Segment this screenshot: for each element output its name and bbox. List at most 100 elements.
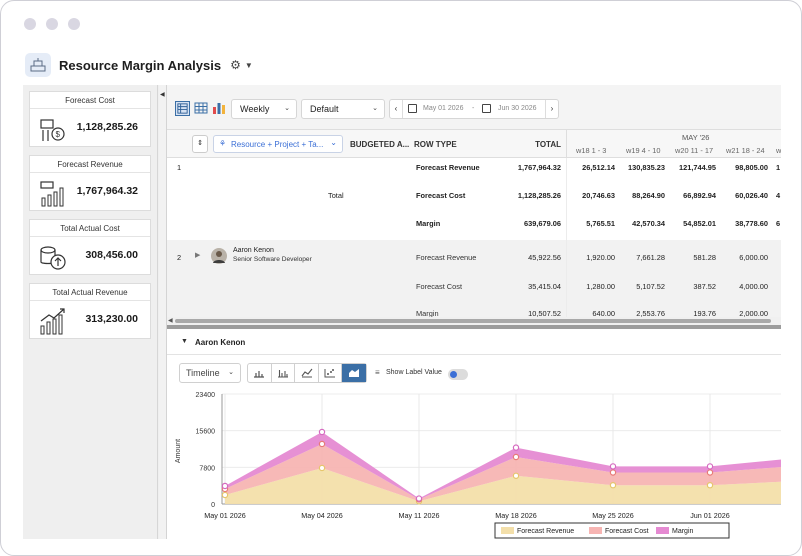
collapse-icon[interactable]: ▼ (181, 338, 188, 345)
col-week[interactable]: w18 1 - 3 (576, 146, 607, 155)
expand-row-icon[interactable]: ▶ (195, 252, 201, 259)
panel-collapse-toggle[interactable]: ◀ (159, 85, 167, 539)
calendar-icon[interactable] (408, 104, 417, 113)
chart-view-icon[interactable] (212, 101, 226, 115)
col-row-type[interactable]: ROW TYPE (414, 140, 457, 149)
data-point (609, 481, 617, 489)
app-icon (25, 53, 51, 77)
col-budgeted[interactable]: BUDGETED A... (350, 140, 410, 149)
row-label: Total (328, 191, 344, 200)
col-week[interactable]: w (776, 146, 781, 155)
chevron-left-icon[interactable]: ◀ (160, 92, 165, 98)
legend-label: Margin (672, 528, 694, 535)
kpi-title: Total Actual Revenue (30, 284, 150, 301)
area-chart-button[interactable] (342, 364, 367, 382)
column-divider (566, 130, 567, 158)
x-tick-label: May 25 2026 (592, 511, 634, 520)
chevron-down-icon[interactable]: ▼ (244, 60, 253, 70)
grid-toolbar: Weekly ⌄ Default ⌄ ‹ May 01 2026 - Jun 30 … (167, 85, 781, 129)
cell-week: 42,570.34 (632, 219, 665, 228)
table-row[interactable]: 2 ▶ Aaron Kenon Senior Software Develope… (167, 240, 781, 322)
bar-chart-button[interactable] (248, 364, 272, 382)
cell-week: 5,765.51 (586, 219, 615, 228)
group-by-select[interactable]: ⚘ Resource + Project + Ta... ⌄ (213, 135, 343, 153)
kpi-card-total-actual-cost: Total Actual Cost 308,456.00 (29, 219, 151, 275)
view-select[interactable]: Default ⌄ (301, 99, 385, 119)
show-label-toggle[interactable] (448, 369, 468, 380)
legend-swatch (589, 527, 602, 534)
row-type: Forecast Revenue (416, 163, 480, 172)
column-chart-button[interactable] (272, 364, 296, 382)
resource-name[interactable]: Aaron Kenon (233, 247, 274, 254)
cell-week: 1,280.00 (586, 282, 615, 291)
scatter-chart-icon (324, 369, 336, 378)
col-week[interactable]: w21 18 - 24 (726, 146, 765, 155)
row-type: Forecast Cost (416, 191, 466, 200)
date-range-picker[interactable]: ‹ May 01 2026 - Jun 30 2026 › (389, 99, 559, 119)
date-from[interactable]: May 01 2026 (423, 105, 464, 112)
col-week[interactable]: w20 11 - 17 (675, 146, 714, 155)
data-grid: ⇕ ⚘ Resource + Project + Ta... ⌄ BUDGETE… (167, 129, 781, 325)
main-content: Weekly ⌄ Default ⌄ ‹ May 01 2026 - Jun 30 … (167, 85, 781, 539)
window-dot[interactable] (68, 18, 80, 30)
calendar-icon[interactable] (482, 104, 491, 113)
data-point (221, 482, 229, 490)
month-header: MAY '26 (682, 133, 710, 142)
cell-total: 1,767,964.32 (517, 163, 561, 172)
cell-week: 2,000.00 (739, 309, 768, 318)
grid-view-icon[interactable] (175, 101, 190, 116)
x-tick-label: Jun 01 2026 (690, 511, 730, 520)
area-chart-icon (349, 369, 360, 377)
table-row[interactable]: 1 Total Forecast Revenue 1,767,964.32 26… (167, 158, 781, 240)
chevron-down-icon: ⌄ (228, 369, 234, 376)
cell-total: 45,922.56 (528, 253, 561, 262)
splitter[interactable] (167, 325, 781, 329)
cell-week: 54,852.01 (683, 219, 716, 228)
x-tick-label: May 18 2026 (495, 511, 537, 520)
scatter-chart-button[interactable] (319, 364, 343, 382)
kpi-value: 1,767,964.32 (76, 185, 138, 197)
column-chart-icon (277, 370, 288, 378)
svg-text:$: $ (56, 130, 61, 139)
col-total[interactable]: TOTAL (535, 140, 561, 149)
legend-swatch (501, 527, 514, 534)
cell-week: 6,000.00 (739, 253, 768, 262)
y-axis-label: Amount (175, 439, 182, 463)
expand-collapse-icon[interactable]: ⇕ (192, 135, 208, 153)
cell-week: 7,661.28 (636, 253, 665, 262)
next-range-button[interactable]: › (545, 100, 558, 118)
table-view-icon[interactable] (194, 101, 208, 115)
cell-week: 6 (776, 219, 781, 228)
gear-icon[interactable]: ⚙ (230, 58, 241, 72)
cell-total: 639,679.06 (524, 219, 561, 228)
group-by-value: Resource + Project + Ta... (231, 140, 324, 149)
kpi-card-total-actual-revenue: Total Actual Revenue 313,230.00 (29, 283, 151, 339)
kpi-title: Total Actual Cost (30, 220, 150, 237)
period-select[interactable]: Weekly ⌄ (231, 99, 297, 119)
window-dot[interactable] (24, 18, 36, 30)
title-bar: Resource Margin Analysis ⚙ ▼ (25, 51, 253, 79)
date-to[interactable]: Jun 30 2026 (498, 105, 537, 112)
horizontal-scrollbar[interactable]: ◀ (167, 317, 781, 325)
col-week[interactable]: w19 4 - 10 (626, 146, 661, 155)
legend (494, 522, 730, 539)
toggle-knob[interactable] (450, 371, 457, 378)
cell-week: 1,920.00 (586, 253, 615, 262)
cost-icon: $ (40, 119, 65, 141)
cell-total: 1,128,285.26 (517, 191, 561, 200)
scroll-left-icon[interactable]: ◀ (168, 318, 173, 324)
kpi-title: Forecast Cost (30, 92, 150, 109)
window-dot[interactable] (46, 18, 58, 30)
line-chart-button[interactable] (295, 364, 319, 382)
scrollbar-thumb[interactable] (175, 319, 771, 323)
prev-range-button[interactable]: ‹ (390, 100, 403, 118)
cell-week: 60,026.40 (735, 191, 768, 200)
chart-view-select[interactable]: Timeline ⌄ (179, 363, 241, 383)
cell-week: 5,107.52 (636, 282, 665, 291)
bar-chart-icon (254, 371, 265, 378)
detail-title: Aaron Kenon (195, 338, 246, 347)
cell-week: 121,744.95 (679, 163, 716, 172)
legend-swatch (656, 527, 669, 534)
cell-week: 2,553.76 (636, 309, 665, 318)
data-point (318, 440, 326, 448)
